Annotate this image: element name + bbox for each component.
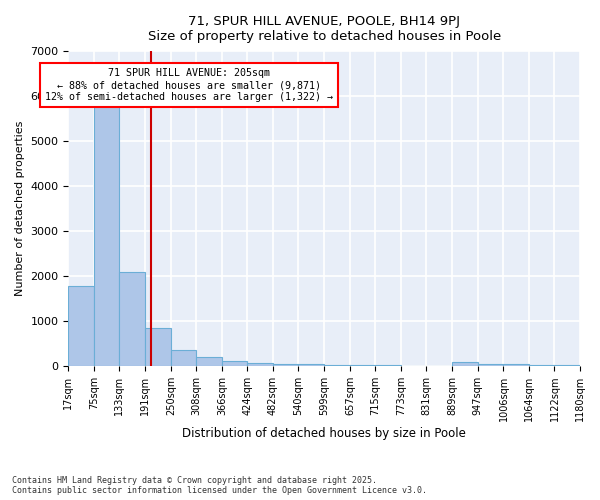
Bar (68, 286, 94, 366)
Text: Contains HM Land Registry data © Crown copyright and database right 2025.
Contai: Contains HM Land Registry data © Crown c… (12, 476, 427, 495)
X-axis label: Distribution of detached houses by size in Poole: Distribution of detached houses by size … (182, 427, 466, 440)
Bar (171, 350, 196, 366)
Bar (145, 328, 171, 366)
Text: 71 SPUR HILL AVENUE: 205sqm
← 88% of detached houses are smaller (9,871)
12% of : 71 SPUR HILL AVENUE: 205sqm ← 88% of det… (44, 68, 332, 102)
Bar (478, 364, 503, 366)
Bar (452, 362, 478, 366)
Y-axis label: Number of detached properties: Number of detached properties (15, 121, 25, 296)
Bar (222, 362, 247, 366)
Bar (298, 364, 325, 366)
Bar (119, 272, 145, 366)
Bar (247, 363, 273, 366)
Bar (529, 365, 554, 366)
Bar (350, 365, 376, 366)
Bar (503, 364, 529, 366)
Title: 71, SPUR HILL AVENUE, POOLE, BH14 9PJ
Size of property relative to detached hous: 71, SPUR HILL AVENUE, POOLE, BH14 9PJ Si… (148, 15, 501, 43)
Bar (325, 365, 350, 366)
Bar (273, 364, 298, 366)
Bar (554, 365, 580, 366)
Bar (94, 104, 119, 366)
Bar (196, 357, 222, 366)
